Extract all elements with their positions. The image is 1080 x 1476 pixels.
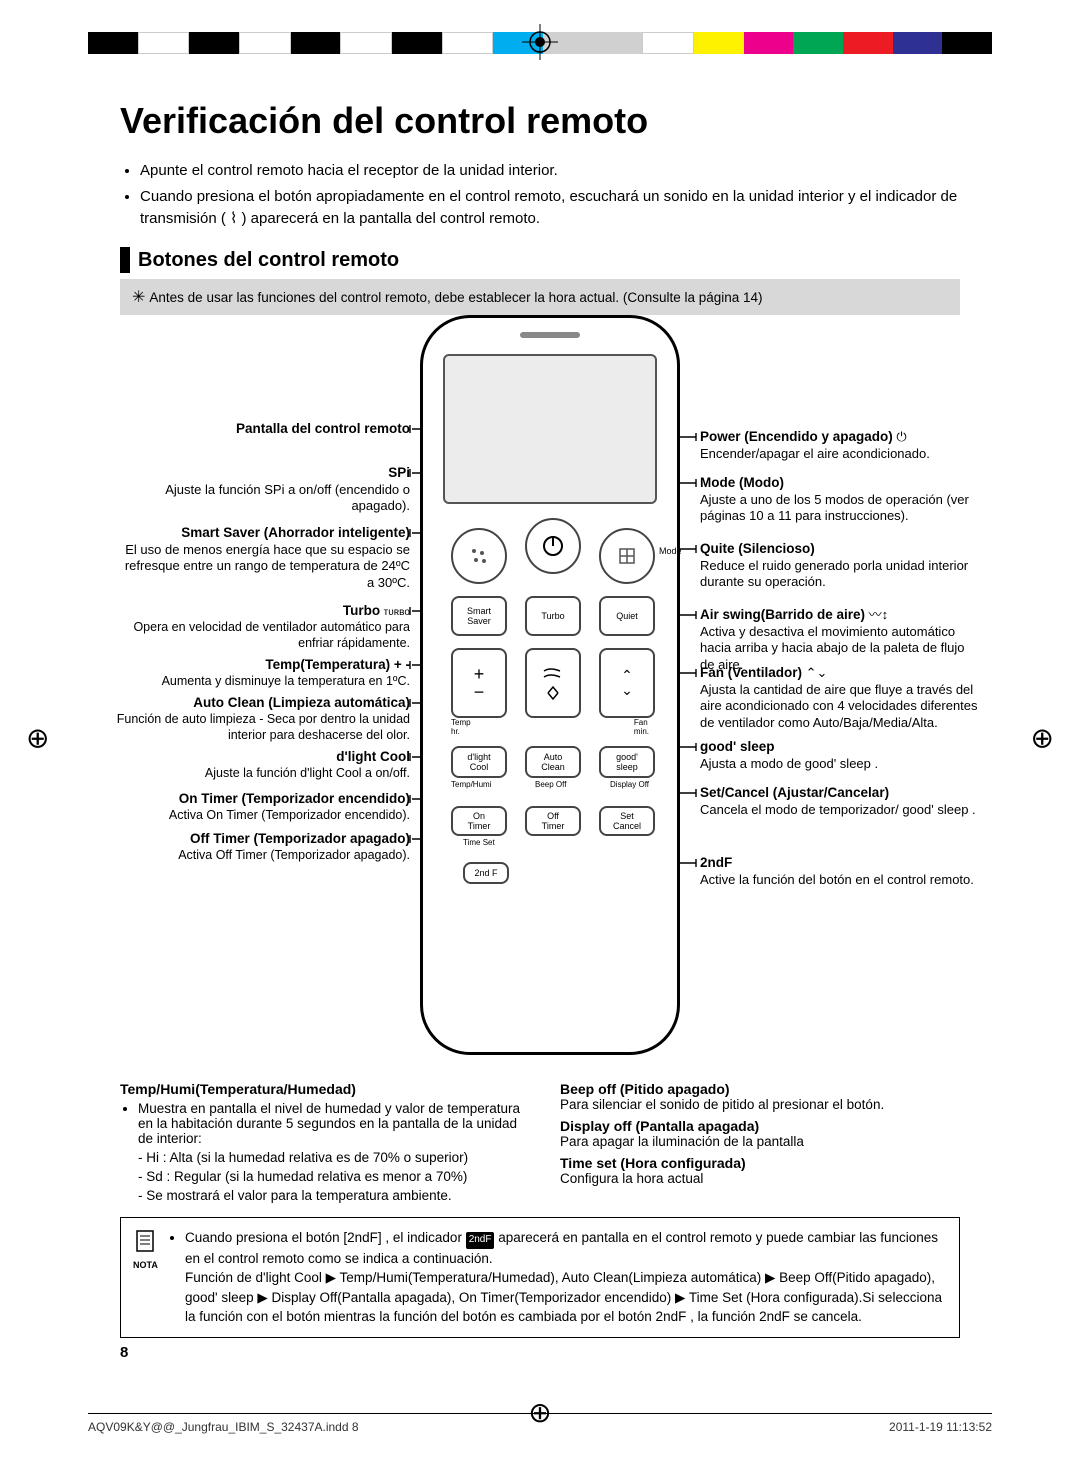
autoclean-button[interactable]: AutoClean [525,746,581,778]
power-icon [540,533,566,559]
quiet-button[interactable]: Quiet [599,596,655,636]
mode-label: Mode [659,546,682,556]
note-box: NOTA Cuando presiona el botón [2ndF] , e… [120,1217,960,1338]
temp-humi-section: Temp/Humi(Temperatura/Humedad) Muestra e… [120,1075,520,1203]
hint-text: Antes de usar las funciones del control … [149,290,762,305]
timeset-title: Time set (Hora configurada) [560,1155,960,1171]
spi-button[interactable] [451,528,507,584]
displayoff-desc: Para apagar la iluminación de la pantall… [560,1134,960,1149]
remote-screen [443,354,657,504]
registration-mark-bottom: ⊕ [528,1396,551,1429]
print-footer: ⊕ AQV09K&Y@@_Jungfrau_IBIM_S_32437A.indd… [88,1413,992,1434]
airswing-button[interactable] [525,648,581,718]
beepoff-title: Beep off (Pitido apagado) [560,1081,960,1097]
temp-humi-d1: - Hi : Alta (si la humedad relativa es d… [138,1150,520,1165]
registration-mark-left: ⊕ [26,722,49,755]
goodsleep-button[interactable]: good'sleep [599,746,655,778]
temp-humi-d2: - Sd : Regular (si la humedad relativa e… [138,1169,520,1184]
mode-icon [616,545,638,567]
timeset-desc: Configura la hora actual [560,1171,960,1186]
temp-humi-title: Temp/Humi(Temperatura/Humedad) [120,1081,520,1097]
footer-filename: AQV09K&Y@@_Jungfrau_IBIM_S_32437A.indd 8 [88,1420,359,1434]
temp-humi-d3: - Se mostrará el valor para la temperatu… [138,1188,520,1203]
sublabels-row5: Time Set [463,838,495,847]
section-header: Botones del control remoto [120,247,960,273]
page-title: Verificación del control remoto [120,100,960,142]
sublabels-row3: Temphr.Fanmin. [451,718,649,736]
airswing-icon [540,663,566,703]
intro-item: Apunte el control remoto hacia el recept… [140,160,960,182]
turbo-button[interactable]: Turbo [525,596,581,636]
registration-mark-right: ⊕ [1031,722,1054,755]
displayoff-title: Display off (Pantalla apagada) [560,1118,960,1134]
footer-timestamp: 2011-1-19 11:13:52 [889,1420,992,1434]
ontimer-button[interactable]: OnTimer [451,806,507,836]
sublabels-row4: Temp/HumiBeep OffDisplay Off [451,780,649,789]
note-icon: NOTA [133,1228,158,1274]
right-bottom-section: Beep off (Pitido apagado) Para silenciar… [560,1075,960,1203]
mode-button[interactable] [599,528,655,584]
beepoff-desc: Para silenciar el sonido de pitido al pr… [560,1097,960,1112]
page-number: 8 [120,1344,960,1361]
registration-mark-top [0,24,1080,60]
note-text: Cuando presiona el botón [2ndF] , el ind… [185,1228,945,1327]
fan-button[interactable]: ⌃⌄ [599,648,655,718]
power-button[interactable] [525,518,581,574]
intro-item: Cuando presiona el botón apropiadamente … [140,186,960,230]
temp-humi-desc: Muestra en pantalla el nivel de humedad … [138,1101,520,1146]
setcancel-button[interactable]: SetCancel [599,806,655,836]
hint-box: ✳Antes de usar las funciones del control… [120,279,960,315]
smartsaver-button[interactable]: SmartSaver [451,596,507,636]
spi-icon [467,544,491,568]
offtimer-button[interactable]: OffTimer [525,806,581,836]
temp-button[interactable]: +− [451,648,507,718]
2ndf-button[interactable]: 2nd F [463,862,509,884]
intro-list: Apunte el control remoto hacia el recept… [134,160,960,229]
dlightcool-button[interactable]: d'lightCool [451,746,507,778]
section-header-text: Botones del control remoto [138,249,399,272]
2ndf-indicator-icon: 2ndF [466,1232,495,1249]
remote-control-body: Mode SmartSaver Turbo Quiet +− ⌃⌄ Temphr… [420,315,680,1055]
